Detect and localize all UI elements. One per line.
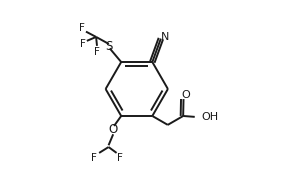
Text: F: F bbox=[117, 153, 123, 163]
Text: F: F bbox=[80, 39, 86, 49]
Text: S: S bbox=[105, 40, 113, 53]
Text: F: F bbox=[79, 23, 85, 33]
Text: F: F bbox=[94, 47, 100, 57]
Text: N: N bbox=[161, 32, 169, 42]
Text: O: O bbox=[181, 90, 190, 100]
Text: OH: OH bbox=[202, 112, 219, 122]
Text: O: O bbox=[108, 123, 118, 136]
Text: F: F bbox=[92, 153, 97, 163]
